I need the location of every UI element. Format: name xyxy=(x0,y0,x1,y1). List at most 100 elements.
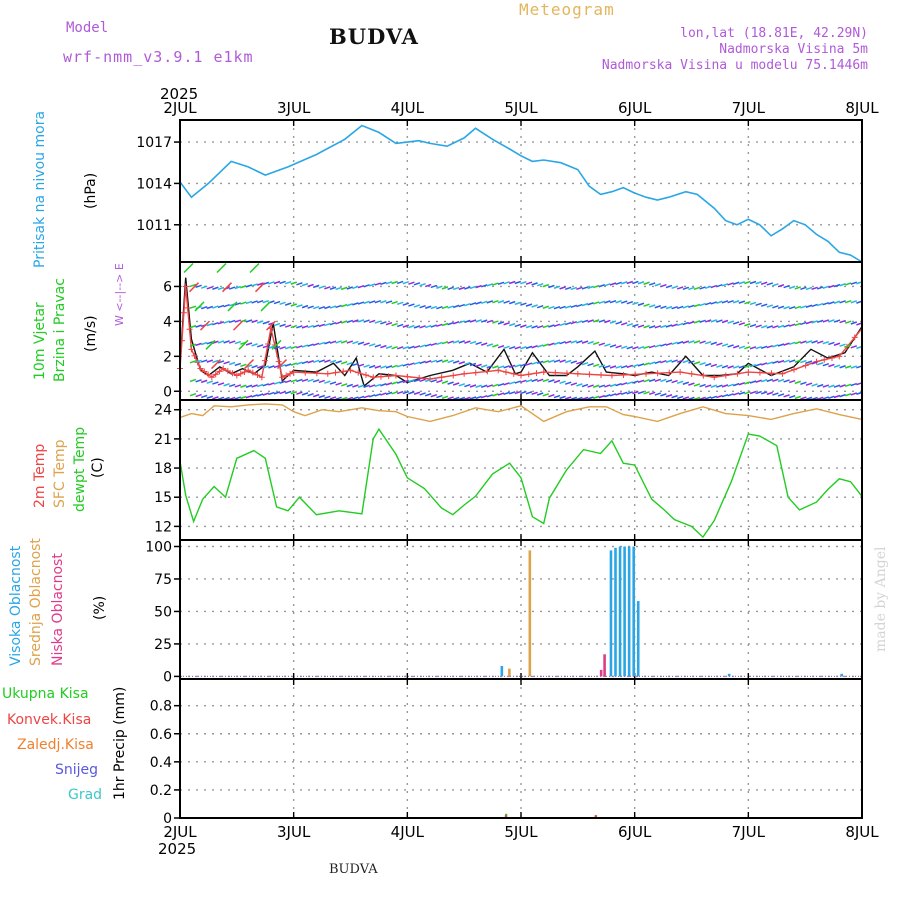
wind-arrow xyxy=(273,391,281,395)
wind-arrow xyxy=(559,322,566,327)
wind-arrow xyxy=(464,361,471,366)
wind-arrow xyxy=(716,384,723,388)
wind-arrow xyxy=(520,346,527,350)
wind-arrow xyxy=(805,360,813,364)
wind-arrow xyxy=(570,340,578,344)
wind-arrow xyxy=(816,340,824,344)
wind-arrow xyxy=(643,303,650,307)
wind-arrow xyxy=(800,321,807,326)
temp-unit-label: (C) xyxy=(90,457,106,478)
wind-arrow xyxy=(436,323,443,328)
y-tick-label: 25 xyxy=(154,637,172,653)
wind-arrow xyxy=(447,359,454,364)
wind-arrow xyxy=(307,393,314,397)
bar-mid_cloud xyxy=(528,550,532,677)
wind-arrow xyxy=(206,322,214,327)
gust-marker xyxy=(632,371,639,378)
gust-marker xyxy=(802,362,809,369)
wind-arrow xyxy=(822,396,830,400)
wind-arrow xyxy=(620,345,628,350)
wind-arrow xyxy=(268,391,275,396)
panel-frame-temperature xyxy=(179,399,863,541)
gust-marker xyxy=(362,372,369,379)
wind-arrow xyxy=(363,284,370,288)
wind-arrow xyxy=(531,361,538,365)
gust-marker xyxy=(220,365,227,372)
gust-marker xyxy=(768,370,775,377)
wind-arrow xyxy=(738,322,746,326)
wind-arrow xyxy=(576,361,583,365)
wind-arrow xyxy=(436,379,443,384)
wind-arrow xyxy=(800,286,807,291)
wind-arrow xyxy=(396,390,404,395)
wind-arrow xyxy=(822,319,830,323)
wind-arrow xyxy=(727,299,734,304)
wind-arrow xyxy=(609,282,617,286)
wind-arrow xyxy=(262,300,270,304)
wind-arrow xyxy=(508,345,516,350)
wind-arrow xyxy=(464,319,471,324)
wind-arrow xyxy=(243,359,255,370)
wind-arrow xyxy=(486,364,494,369)
wind-arrow xyxy=(850,382,858,387)
wind-arrow xyxy=(816,286,824,290)
wind-arrow xyxy=(357,319,365,323)
wind-arrow xyxy=(665,394,673,398)
wind-arrow xyxy=(279,301,286,305)
wind-arrow xyxy=(408,379,415,383)
wind-arrow xyxy=(430,342,438,346)
wind-arrow xyxy=(335,304,342,309)
wind-arrow xyxy=(525,303,533,307)
wind-arrow xyxy=(570,382,578,386)
y-tick-label: 75 xyxy=(154,572,172,588)
wind-arrow xyxy=(598,364,606,368)
wind-arrow xyxy=(648,361,656,365)
wind-arrow xyxy=(721,393,729,398)
gust-marker xyxy=(851,334,858,341)
year-label-bottom: 2025 xyxy=(158,840,196,858)
wind-arrow xyxy=(340,286,348,291)
wind-arrow xyxy=(492,344,499,348)
wind-arrow xyxy=(503,345,510,350)
wind-arrow xyxy=(772,392,779,396)
wind-arrow xyxy=(800,381,807,385)
wind-arrow xyxy=(234,302,242,306)
wind-arrow xyxy=(296,391,303,395)
wind-arrow xyxy=(564,286,572,291)
wind-arrow xyxy=(671,285,678,290)
y-tick-label: 12 xyxy=(154,519,172,535)
wind-arrow xyxy=(329,321,337,326)
wind-arrow xyxy=(508,280,516,285)
wind-arrow xyxy=(318,323,326,328)
wind-arrow xyxy=(307,283,314,288)
wind-arrow xyxy=(284,346,292,350)
wind-arrow xyxy=(844,393,852,397)
wind-arrow xyxy=(357,363,365,368)
wind-arrow xyxy=(592,395,600,400)
wind-arrow xyxy=(458,303,466,308)
wind-arrow xyxy=(553,323,561,328)
wind-arrow xyxy=(273,300,281,305)
wind-arrow xyxy=(643,362,650,366)
wind-arrow xyxy=(755,363,762,367)
wind-arrow xyxy=(828,301,835,305)
bar-high_cloud xyxy=(500,666,504,677)
wind-arrow xyxy=(480,384,488,388)
wind-arrow xyxy=(469,396,477,400)
wind-arrow xyxy=(212,321,219,326)
wind-arrow xyxy=(374,282,382,286)
wind-arrow xyxy=(402,379,410,384)
series-line-pressure xyxy=(179,124,863,263)
wind-arrow xyxy=(301,325,309,329)
wind-arrow xyxy=(833,283,841,288)
gust-marker xyxy=(722,372,729,379)
y-tick-label: 100 xyxy=(145,539,172,555)
wind-arrow xyxy=(492,365,499,369)
wind-arrow xyxy=(576,320,583,324)
wind-arrow xyxy=(676,340,684,345)
wind-arrow xyxy=(217,304,225,309)
wind-arrow xyxy=(665,324,673,328)
wind-arrow xyxy=(710,341,718,346)
wind-arrow xyxy=(531,325,538,329)
wind-arrow xyxy=(262,383,270,387)
